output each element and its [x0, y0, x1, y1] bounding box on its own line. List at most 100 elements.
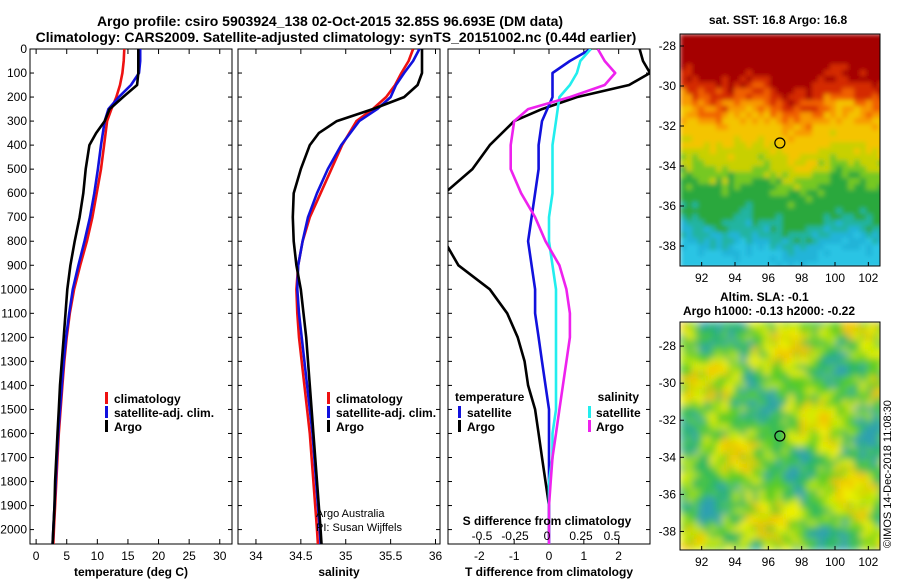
map-cell — [764, 208, 771, 215]
map-cell — [806, 34, 813, 41]
map-cell — [722, 64, 729, 71]
map-cell — [722, 478, 729, 485]
map-cell — [776, 34, 783, 41]
map-cell — [770, 148, 777, 155]
map-cell — [806, 436, 813, 443]
map-cell — [686, 100, 693, 107]
map-cell — [824, 196, 831, 203]
map-cell — [806, 532, 813, 539]
map-cell — [728, 142, 735, 149]
map-cell — [740, 388, 747, 395]
map-cell — [830, 76, 837, 83]
map-cell — [836, 214, 843, 221]
map-cell — [764, 346, 771, 353]
map-cell — [836, 388, 843, 395]
map-cell — [776, 106, 783, 113]
map-cell — [740, 532, 747, 539]
map-cell — [782, 142, 789, 149]
map-cell — [692, 148, 699, 155]
map-cell — [812, 496, 819, 503]
map-cell — [746, 94, 753, 101]
map-cell — [842, 520, 849, 527]
map-cell — [782, 34, 789, 41]
map-cell — [692, 208, 699, 215]
map-cell — [764, 178, 771, 185]
map-cell — [842, 514, 849, 521]
map-cell — [722, 160, 729, 167]
map-cell — [842, 172, 849, 179]
map-cell — [788, 394, 795, 401]
map-cell — [842, 496, 849, 503]
map-cell — [794, 538, 801, 545]
map-cell — [710, 124, 717, 131]
map-cell — [680, 196, 687, 203]
map-cell — [872, 514, 879, 521]
map-cell — [800, 490, 807, 497]
map-cell — [788, 250, 795, 257]
map-cell — [698, 34, 705, 41]
map-cell — [758, 88, 765, 95]
map-cell — [854, 466, 861, 473]
legend-swatch-climatology — [327, 392, 330, 404]
map-cell — [812, 208, 819, 215]
map-cell — [710, 370, 717, 377]
map-cell — [716, 370, 723, 377]
map-cell — [860, 430, 867, 437]
map-cell — [854, 430, 861, 437]
map-cell — [860, 172, 867, 179]
map-cell — [692, 124, 699, 131]
map-cell — [872, 346, 879, 353]
map-cell — [818, 508, 825, 515]
map-cell — [848, 82, 855, 89]
map-cell — [800, 262, 807, 266]
map-cell — [854, 328, 861, 335]
map-cell — [848, 460, 855, 467]
map-cell — [848, 40, 855, 47]
map-cell — [740, 490, 747, 497]
map-cell — [698, 184, 705, 191]
map-cell — [800, 358, 807, 365]
map-cell — [728, 232, 735, 239]
map-cell — [740, 142, 747, 149]
map-cell — [782, 514, 789, 521]
map-cell — [812, 58, 819, 65]
map-cell — [698, 526, 705, 533]
map-cell — [722, 340, 729, 347]
map-cell — [716, 154, 723, 161]
map-cell — [728, 490, 735, 497]
map-cell — [698, 322, 705, 329]
map-cell — [770, 322, 777, 329]
map-cell — [878, 202, 880, 209]
map-cell — [728, 364, 735, 371]
x-tick-label: 25 — [182, 549, 196, 563]
map-cell — [728, 460, 735, 467]
map-cell — [686, 220, 693, 227]
map-cell — [704, 184, 711, 191]
map-cell — [878, 196, 880, 203]
map-cell — [818, 208, 825, 215]
map-cell — [842, 70, 849, 77]
map-cell — [806, 124, 813, 131]
map-cell — [716, 250, 723, 257]
map-cell — [842, 226, 849, 233]
map-cell — [770, 46, 777, 53]
map-cell — [698, 376, 705, 383]
map-cell — [764, 52, 771, 59]
map-cell — [728, 472, 735, 479]
map-cell — [782, 472, 789, 479]
map-cell — [740, 130, 747, 137]
x-tick-label: 20 — [152, 549, 166, 563]
depth-tick-label: 1500 — [0, 402, 27, 416]
map-cell — [782, 94, 789, 101]
map-cell — [722, 136, 729, 143]
map-cell — [842, 388, 849, 395]
map-cell — [716, 214, 723, 221]
map-cell — [764, 364, 771, 371]
map-cell — [686, 472, 693, 479]
map-cell — [830, 40, 837, 47]
map-cell — [800, 220, 807, 227]
map-cell — [698, 334, 705, 341]
map-cell — [872, 526, 879, 533]
map-cell — [782, 184, 789, 191]
map-cell — [872, 76, 879, 83]
